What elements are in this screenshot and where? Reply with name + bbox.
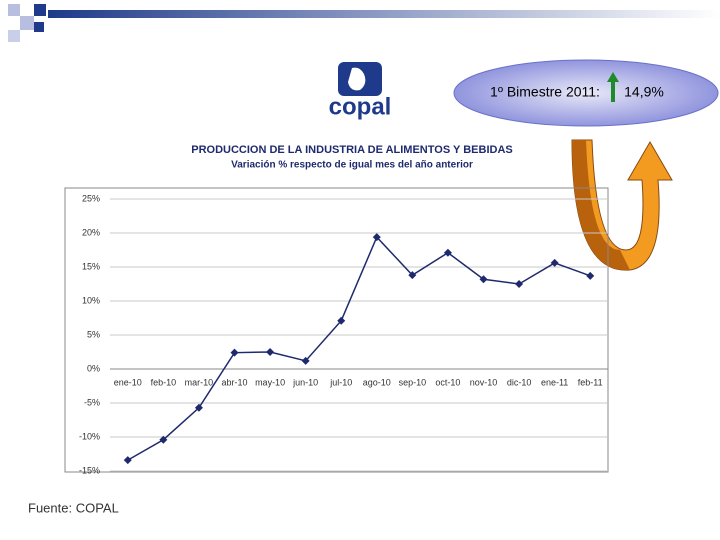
data-point xyxy=(408,271,417,280)
data-point xyxy=(266,348,275,356)
data-line xyxy=(127,235,591,461)
callout-label: 1º Bimestre 2011: xyxy=(490,84,600,100)
curved-arrow-shade xyxy=(572,140,630,271)
y-tick-label: 25% xyxy=(82,193,100,203)
x-tick-label: jun-10 xyxy=(292,377,318,387)
callout-value: 14,9% xyxy=(624,84,664,100)
data-point xyxy=(337,316,346,325)
deco-squares xyxy=(8,4,46,42)
data-point xyxy=(586,271,595,280)
data-point xyxy=(550,258,559,267)
x-tick-label: feb-10 xyxy=(151,377,177,387)
y-tick-label: 15% xyxy=(82,261,100,271)
up-arrow xyxy=(607,72,619,102)
chart-subtitle: Variación % respecto de igual mes del añ… xyxy=(231,160,473,171)
y-tick-label: -10% xyxy=(79,431,100,441)
x-tick-label: mar-10 xyxy=(185,377,214,387)
data-point xyxy=(159,435,168,444)
y-tick-label: 20% xyxy=(82,227,100,237)
data-point xyxy=(443,248,452,257)
data-point xyxy=(479,275,488,284)
data-point xyxy=(123,456,132,465)
x-tick-label: ago-10 xyxy=(363,377,391,387)
data-point xyxy=(301,356,310,365)
x-tick-label: dic-10 xyxy=(507,377,532,387)
x-tick-label: may-10 xyxy=(255,377,285,387)
y-tick-label: 5% xyxy=(87,329,100,339)
x-tick-label: oct-10 xyxy=(435,377,460,387)
x-tick-label: sep-10 xyxy=(399,377,427,387)
data-point xyxy=(194,403,203,412)
source: Fuente: COPAL xyxy=(28,500,119,515)
callout xyxy=(453,59,719,127)
x-tick-label: ene-11 xyxy=(541,377,568,387)
x-tick-label: jul-10 xyxy=(329,377,352,387)
data-point xyxy=(230,348,239,357)
chart-title: PRODUCCION DE LA INDUSTRIA DE ALIMENTOS … xyxy=(191,144,512,156)
x-tick-label: ene-10 xyxy=(114,377,142,387)
chart-frame xyxy=(64,187,609,473)
y-tick-label: 10% xyxy=(82,295,100,305)
logo: copal xyxy=(329,62,392,120)
y-tick-label: 0% xyxy=(87,363,100,373)
header-bar xyxy=(48,10,720,18)
y-tick-label: -15% xyxy=(79,465,100,475)
x-tick-label: feb-11 xyxy=(578,377,603,387)
data-point xyxy=(515,280,524,288)
y-tick-label: -5% xyxy=(84,397,100,407)
x-tick-label: nov-10 xyxy=(470,377,498,387)
x-tick-label: abr-10 xyxy=(221,377,247,387)
logo-text: copal xyxy=(329,93,392,120)
data-point xyxy=(372,233,381,242)
